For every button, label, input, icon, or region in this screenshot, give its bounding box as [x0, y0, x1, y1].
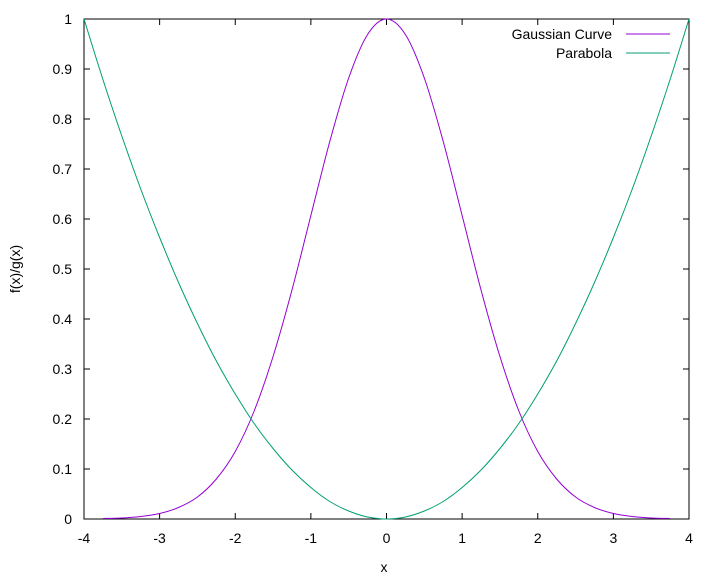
legend-label-parabola: Parabola: [556, 45, 612, 61]
x-axis-label: x: [381, 559, 388, 575]
y-tick-label: 0.2: [53, 411, 73, 427]
x-tick-label: 0: [383, 530, 391, 546]
y-tick-label: 0.7: [53, 161, 73, 177]
x-tick-label: 4: [685, 530, 693, 546]
y-tick-label: 0.9: [53, 61, 73, 77]
x-tick-label: -2: [229, 530, 242, 546]
series-line-parabola: [83, 18, 690, 520]
x-tick-label: -4: [78, 530, 91, 546]
x-tick-label: -1: [305, 530, 318, 546]
y-tick-label: 0.3: [53, 361, 73, 377]
x-tick-label: -3: [153, 530, 166, 546]
x-tick-label: 3: [609, 530, 617, 546]
y-tick-label: 0: [64, 511, 72, 527]
y-tick-label: 0.8: [53, 111, 73, 127]
legend-label-gaussian-curve: Gaussian Curve: [512, 26, 613, 42]
x-tick-label: 1: [458, 530, 466, 546]
y-tick-label: 0.5: [53, 261, 73, 277]
series-line-gaussian-curve: [102, 18, 671, 519]
y-tick-label: 1: [64, 11, 72, 27]
y-axis-label: f(x)/g(x): [7, 245, 23, 293]
y-tick-label: 0.6: [53, 211, 73, 227]
y-tick-label: 0.4: [53, 311, 73, 327]
x-tick-label: 2: [534, 530, 542, 546]
plot-border: [83, 18, 690, 520]
y-tick-label: 0.1: [53, 461, 73, 477]
